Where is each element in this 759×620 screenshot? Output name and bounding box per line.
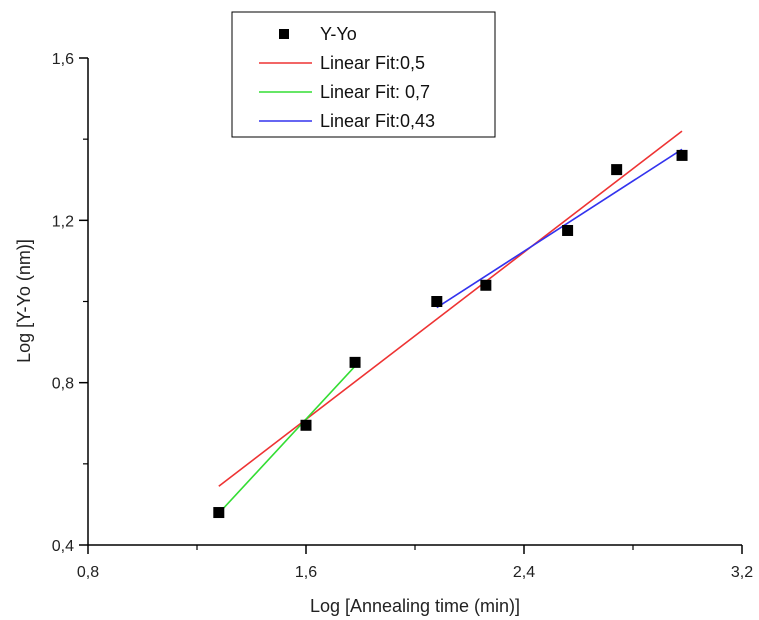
data-point	[300, 419, 312, 431]
y-tick-label: 1,2	[52, 213, 74, 230]
data-point	[611, 164, 623, 176]
legend-label: Linear Fit: 0,7	[320, 82, 430, 102]
fit-line	[218, 130, 683, 487]
y-tick-label: 1,6	[52, 51, 74, 68]
x-tick-label: 3,2	[731, 564, 753, 581]
data-point	[562, 224, 574, 236]
y-ticks: 0,4 0,8 1,2 1,6	[52, 51, 88, 555]
legend-box	[231, 11, 496, 138]
legend-label: Y-Yo	[320, 24, 357, 44]
x-tick-label: 1,6	[295, 564, 317, 581]
y-tick-label: 0,8	[52, 376, 74, 393]
legend-label: Linear Fit:0,5	[320, 53, 425, 73]
legend: Y-Yo Linear Fit:0,5 Linear Fit: 0,7 Linear …	[231, 11, 496, 138]
data-point	[676, 149, 688, 161]
legend-label: Linear Fit:0,43	[320, 111, 435, 131]
y-axis-title: Log [Y-Yo (nm)]	[14, 239, 34, 363]
data-point	[480, 279, 492, 291]
legend-items: Y-Yo Linear Fit:0,5 Linear Fit: 0,7 Linear …	[259, 24, 435, 131]
x-tick-label: 0,8	[77, 564, 99, 581]
legend-marker	[279, 29, 289, 39]
fit-lines	[218, 130, 683, 514]
x-tick-label: 2,4	[513, 564, 535, 581]
fit-line	[218, 362, 359, 514]
x-ticks: 0,8 1,6 2,4 3,2	[77, 545, 753, 581]
fit-line	[436, 148, 683, 309]
data-point	[213, 507, 225, 519]
x-axis-title: Log [Annealing time (min)]	[310, 596, 520, 616]
data-point	[431, 296, 443, 307]
y-tick-label: 0,4	[52, 538, 74, 555]
data-point	[349, 356, 361, 368]
data-points	[213, 149, 688, 519]
